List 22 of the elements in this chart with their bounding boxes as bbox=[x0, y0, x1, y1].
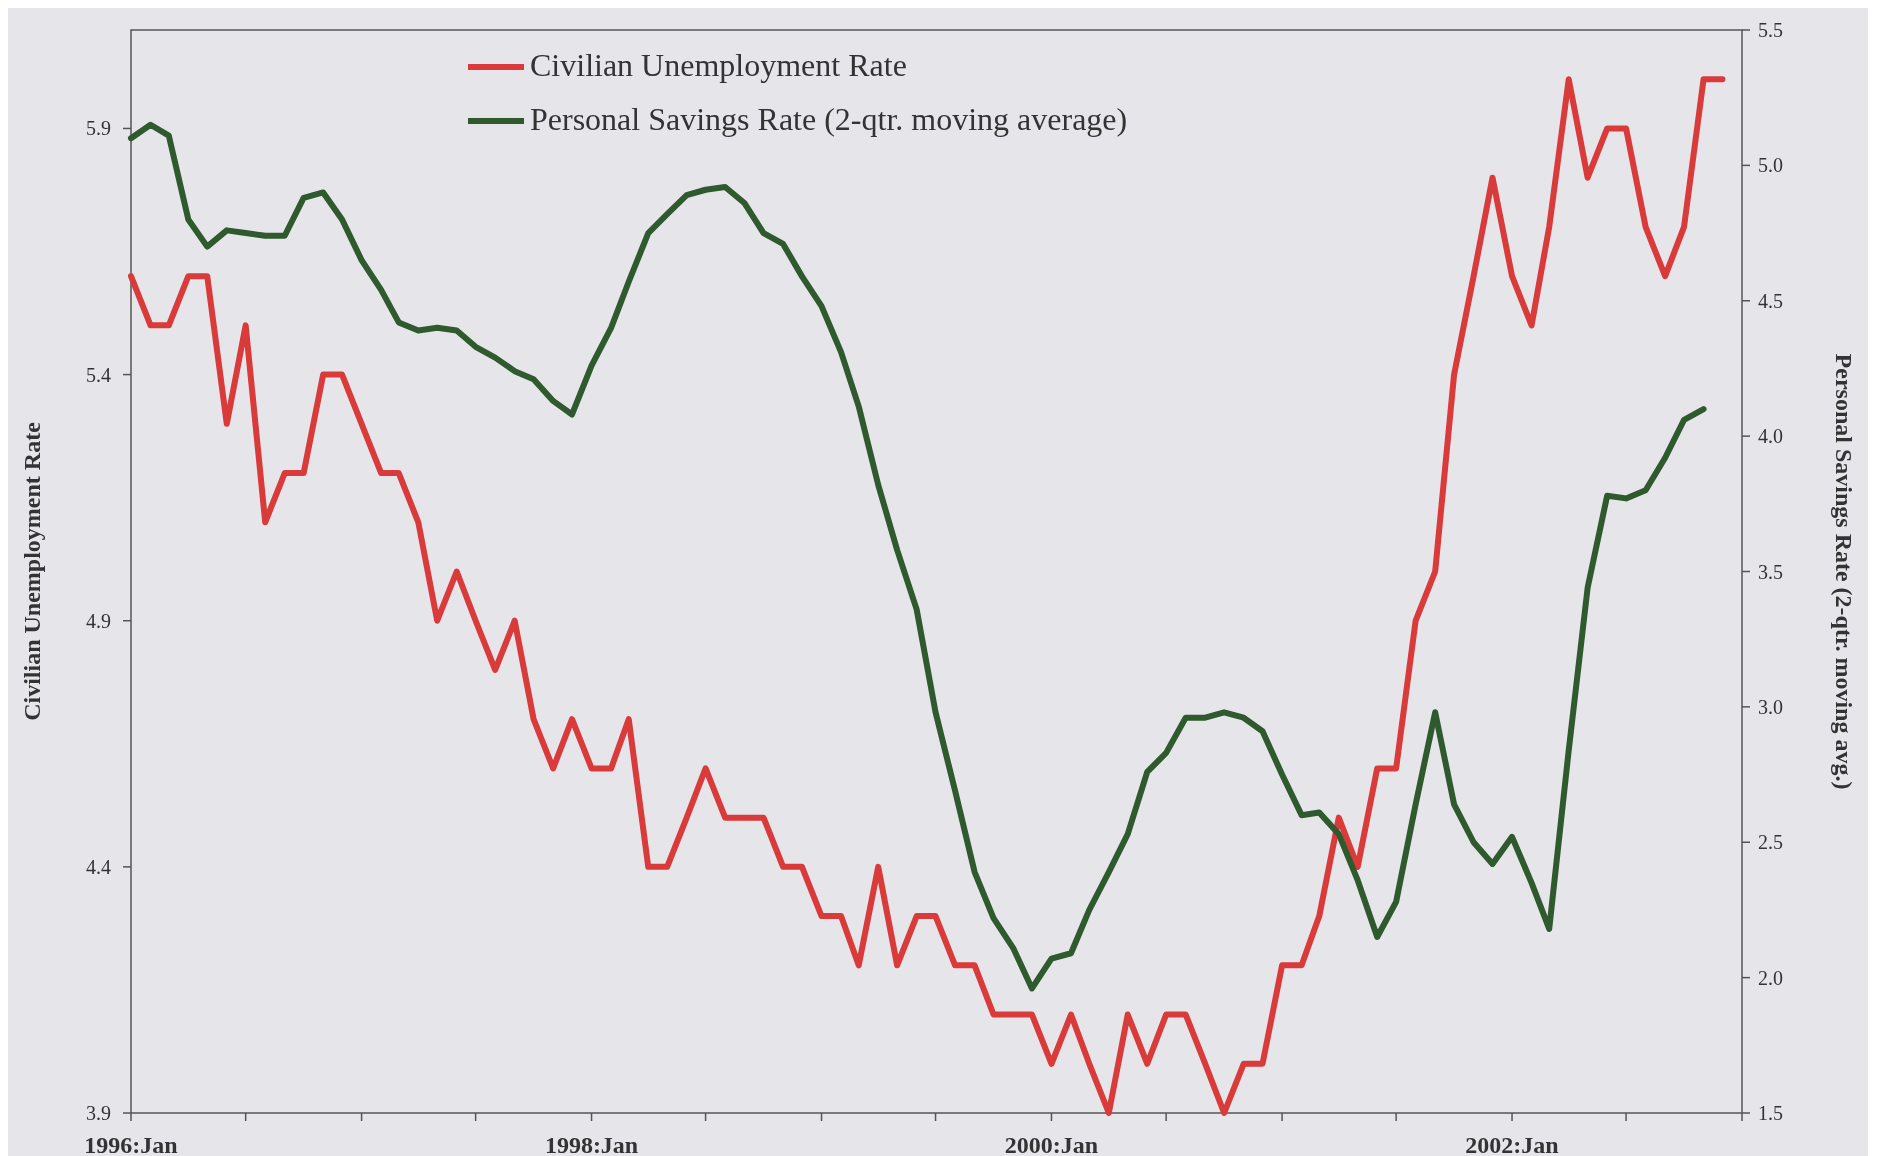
y2-tick-label: 3.5 bbox=[1758, 560, 1783, 583]
y2-tick-label: 5.5 bbox=[1758, 19, 1783, 41]
y-tick-label: 4.9 bbox=[86, 609, 111, 632]
y2-axis-title: Personal Savings Rate (2-qtr. moving avg.) bbox=[1831, 353, 1857, 790]
y2-tick-label: 3.0 bbox=[1758, 695, 1783, 718]
x-tick-label: 1996:Jan bbox=[84, 1132, 178, 1156]
legend-label: Civilian Unemployment Rate bbox=[530, 47, 907, 83]
y2-tick-label: 4.5 bbox=[1758, 289, 1783, 312]
y2-tick-label: 1.5 bbox=[1758, 1102, 1783, 1124]
x-tick-label: 1998:Jan bbox=[544, 1132, 639, 1156]
y2-tick-label: 2.0 bbox=[1758, 966, 1783, 989]
x-tick-label: 2000:Jan bbox=[1004, 1132, 1099, 1156]
y-tick-label: 3.9 bbox=[86, 1102, 111, 1124]
y2-tick-label: 4.0 bbox=[1758, 425, 1783, 448]
y-tick-label: 4.4 bbox=[86, 855, 111, 878]
legend-label: Personal Savings Rate (2-qtr. moving average) bbox=[530, 101, 1128, 137]
y-axis-title: Civilian Unemployment Rate bbox=[19, 421, 45, 721]
x-tick-label: 2002:Jan bbox=[1465, 1132, 1559, 1156]
y2-tick-label: 5.0 bbox=[1758, 154, 1783, 177]
y-tick-label: 5.9 bbox=[86, 117, 111, 140]
y-tick-label: 5.4 bbox=[86, 363, 111, 386]
y2-tick-label: 2.5 bbox=[1758, 831, 1783, 854]
